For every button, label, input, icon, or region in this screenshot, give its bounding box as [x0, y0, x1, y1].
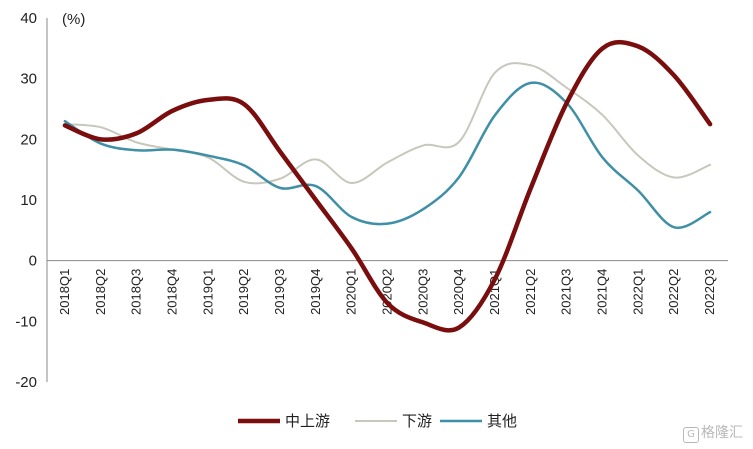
x-tick-label: 2019Q2 [236, 269, 251, 315]
x-tick-label: 2022Q2 [666, 269, 681, 315]
unit-label: (%) [62, 11, 85, 28]
y-axis: -20 -10 0 10 20 30 40 [15, 10, 48, 391]
y-tick-label: 30 [20, 71, 37, 88]
x-tick-label: 2018Q3 [129, 269, 144, 315]
x-tick-label: 2019Q4 [308, 269, 323, 315]
series-line-2 [63, 62, 712, 185]
x-tick-label: 2019Q3 [272, 269, 287, 315]
y-tick-label: 20 [20, 131, 37, 148]
watermark: G 格隆汇 [683, 422, 743, 443]
series-lines [62, 39, 713, 333]
x-tick-label: 2021Q1 [487, 269, 502, 315]
x-tick-label: 2021Q3 [559, 269, 574, 315]
y-tick-label: -20 [15, 374, 37, 391]
legend-label: 下游 [402, 413, 432, 430]
x-tick-label: 2020Q4 [451, 269, 466, 315]
y-tick-label: 10 [20, 192, 37, 209]
x-tick-label: 2018Q1 [57, 269, 72, 315]
y-tick-label: 40 [20, 10, 37, 27]
x-tick-label: 2022Q3 [702, 269, 717, 315]
watermark-text: 格隆汇 [701, 425, 743, 441]
legend-label: 其他 [487, 413, 517, 430]
x-axis: 2018Q1 2018Q2 2018Q3 2018Q4 2019Q1 2019Q2 2019… [47, 260, 728, 315]
x-tick-label: 2018Q4 [164, 269, 179, 315]
y-tick-label: -10 [15, 313, 37, 330]
x-tick-label: 2022Q1 [630, 269, 645, 315]
legend-label: 中上游 [285, 413, 330, 430]
x-tick-label: 2019Q1 [200, 269, 215, 315]
x-tick-label: 2020Q3 [415, 269, 430, 315]
series-line-3 [63, 81, 712, 230]
logo-icon: G [683, 427, 699, 443]
legend: 中上游 下游 其他 [238, 413, 517, 430]
y-tick-label: 0 [29, 253, 37, 270]
x-tick-label: 2021Q4 [595, 269, 610, 315]
x-tick-label: 2018Q2 [93, 269, 108, 315]
x-tick-label: 2020Q1 [344, 269, 359, 315]
x-tick-label: 2021Q2 [523, 269, 538, 315]
series-line-1 [62, 39, 713, 333]
